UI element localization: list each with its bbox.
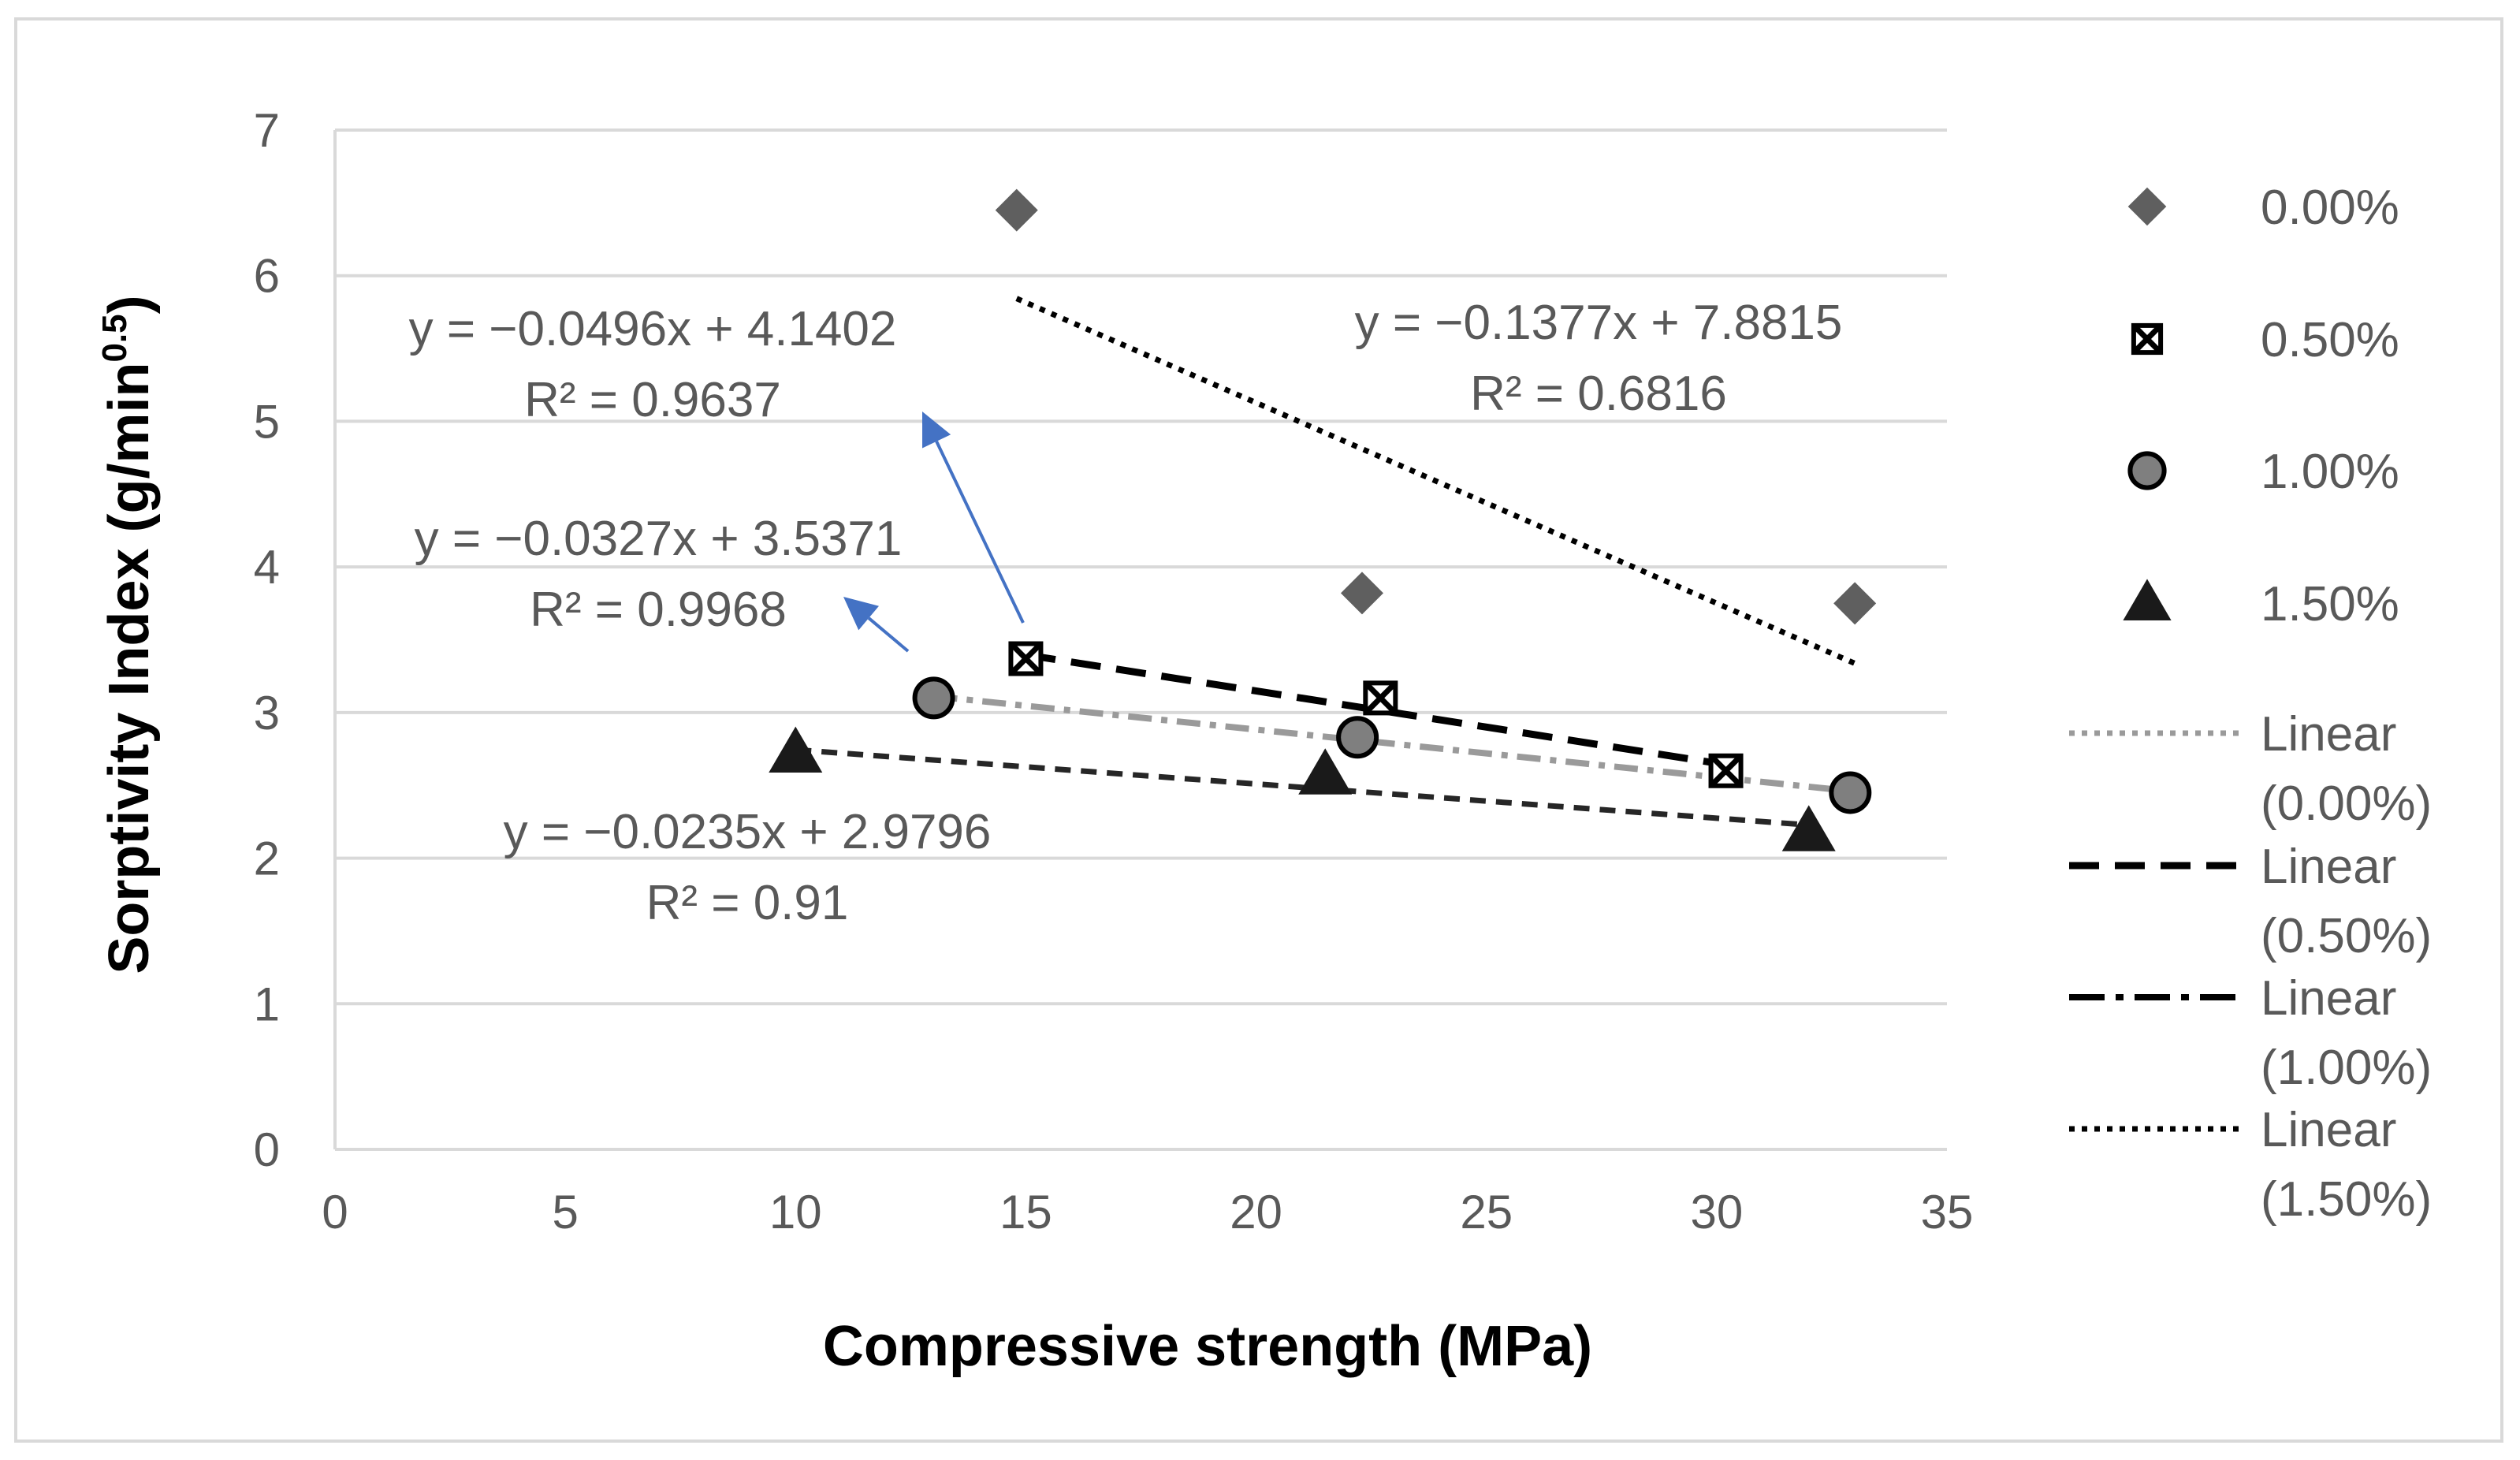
equation-0.50-line1: y = −0.0496x + 4.1402 bbox=[409, 302, 897, 356]
y-axis-title-end: ) bbox=[98, 295, 161, 314]
y-tick-label: 1 bbox=[254, 978, 280, 1030]
point-0.50%-0-cross-b bbox=[1008, 642, 1043, 676]
axes bbox=[333, 130, 1947, 1151]
point-0.50%-1-cross-b bbox=[1363, 680, 1398, 715]
legend-item-5-label: Linear bbox=[2261, 840, 2396, 894]
x-tick-label: 0 bbox=[322, 1186, 348, 1238]
point-1.00%-2 bbox=[1829, 771, 1872, 814]
y-tick-label: 2 bbox=[254, 832, 280, 885]
legend-item-2-marker bbox=[2127, 451, 2167, 490]
arrow-to-equation-1.00-shaft bbox=[867, 616, 910, 653]
x-tick-label: 25 bbox=[1460, 1186, 1513, 1238]
x-tick-label: 35 bbox=[1921, 1186, 1974, 1238]
legend-item-5-label2: (0.50%) bbox=[2261, 909, 2432, 963]
x-axis-title: Compressive strength (MPa) bbox=[823, 1315, 1592, 1378]
y-axis-title-main: Sorptivity Index (g/min bbox=[98, 363, 161, 974]
legend-item-7-label2: (1.50%) bbox=[2261, 1172, 2432, 1227]
point-0.00%-1 bbox=[1340, 572, 1383, 615]
annotation-arrows bbox=[843, 412, 1025, 653]
point-1.50%-0 bbox=[769, 726, 823, 773]
data-points bbox=[769, 188, 1877, 851]
y-tick-label: 5 bbox=[254, 395, 280, 448]
trendline-Linear (1.50%) bbox=[795, 747, 1809, 829]
legend-item-6-label: Linear bbox=[2261, 971, 2396, 1026]
point-0.00%-2 bbox=[1833, 582, 1877, 625]
y-axis-title: Sorptivity Index (g/min0.5) bbox=[95, 295, 161, 974]
legend-item-3-label: 1.50% bbox=[2261, 577, 2399, 631]
legend-item-7-label: Linear bbox=[2261, 1103, 2396, 1157]
point-0.50%-2-cross-b bbox=[1709, 754, 1744, 788]
chart-frame bbox=[14, 17, 2503, 1443]
y-tick-label: 6 bbox=[254, 250, 280, 303]
arrow-to-equation-0.50 bbox=[922, 412, 1025, 624]
legend-item-1-label: 0.50% bbox=[2261, 313, 2399, 367]
legend: 0.00% 0.50% 1.00% 1.50% Linear (0.00%) Linear (… bbox=[2069, 181, 2432, 1227]
equation-1.00-line2: R² = 0.9968 bbox=[530, 583, 787, 637]
y-axis-title-sup: 0.5 bbox=[95, 314, 134, 362]
equation-0.00-line2: R² = 0.6816 bbox=[1470, 367, 1727, 421]
x-tick-label: 20 bbox=[1230, 1186, 1282, 1238]
arrow-to-equation-0.50-shaft bbox=[935, 441, 1025, 624]
legend-item-3-marker bbox=[2123, 579, 2172, 621]
y-tick-label: 0 bbox=[254, 1123, 280, 1176]
point-0.50%-0 bbox=[1008, 641, 1044, 676]
legend-item-1-marker bbox=[2131, 322, 2164, 356]
trendline-Linear (1.00%) bbox=[933, 693, 1851, 795]
y-tick-label: 4 bbox=[254, 541, 280, 594]
equation-1.00-line1: y = −0.0327x + 3.5371 bbox=[415, 512, 903, 566]
point-0.50%-1 bbox=[1363, 680, 1398, 716]
legend-item-0-marker bbox=[2127, 187, 2167, 226]
equation-0.00-line1: y = −0.1377x + 7.8815 bbox=[1355, 296, 1843, 350]
arrow-to-equation-1.00 bbox=[843, 597, 910, 653]
tick-labels: 0 1 2 3 4 5 6 7 0 5 10 15 20 25 30 35 bbox=[254, 104, 1974, 1238]
x-tick-label: 30 bbox=[1690, 1186, 1743, 1238]
equation-1.50-line2: R² = 0.91 bbox=[646, 876, 849, 930]
point-1.00%-1 bbox=[1336, 716, 1379, 759]
point-0.50%-2 bbox=[1708, 753, 1744, 788]
x-tick-label: 10 bbox=[769, 1186, 822, 1238]
point-1.50%-1 bbox=[1298, 748, 1353, 795]
legend-item-0-label: 0.00% bbox=[2261, 181, 2399, 235]
y-tick-label: 7 bbox=[254, 104, 280, 157]
legend-item-1-marker-cross-b bbox=[2131, 323, 2163, 355]
point-1.50%-2 bbox=[1781, 805, 1836, 851]
equation-1.50-line1: y = −0.0235x + 2.9796 bbox=[504, 805, 992, 859]
arrow-to-equation-1.00-head bbox=[843, 597, 880, 631]
legend-item-6-label2: (1.00%) bbox=[2261, 1041, 2432, 1095]
trendlines bbox=[795, 296, 1856, 829]
point-0.00%-0 bbox=[995, 188, 1038, 232]
arrow-to-equation-0.50-head bbox=[922, 412, 951, 449]
x-tick-label: 15 bbox=[999, 1186, 1052, 1238]
y-tick-label: 3 bbox=[254, 687, 280, 739]
x-tick-label: 5 bbox=[552, 1186, 578, 1238]
legend-item-4-label: Linear bbox=[2261, 707, 2396, 762]
trendline-Linear (0.50%) bbox=[1025, 651, 1727, 769]
legend-item-2-label: 1.00% bbox=[2261, 445, 2399, 499]
point-1.00%-0 bbox=[912, 676, 955, 720]
legend-item-4-label2: (0.00%) bbox=[2261, 777, 2432, 831]
trendline-Linear (0.00%) bbox=[1015, 296, 1856, 666]
equation-0.50-line2: R² = 0.9637 bbox=[524, 373, 781, 427]
gridlines bbox=[335, 128, 1947, 1006]
